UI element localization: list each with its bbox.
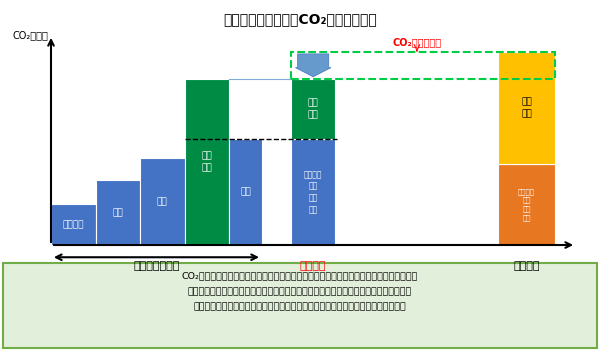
Bar <box>498 164 555 245</box>
Text: の視点より、製品のライフサイクル全体を俯瞰した全体最適の視点が重要である。: の視点より、製品のライフサイクル全体を俯瞰した全体最適の視点が重要である。 <box>194 303 406 312</box>
Bar <box>291 139 335 245</box>
Bar <box>95 180 140 245</box>
Bar <box>140 158 185 245</box>
Bar <box>185 78 229 245</box>
Bar <box>498 52 555 164</box>
Text: 廃棄: 廃棄 <box>240 188 251 197</box>
Text: 使用
消費: 使用 消費 <box>308 99 319 119</box>
Text: 原料採取
製造
物流
廃棄: 原料採取 製造 物流 廃棄 <box>518 188 535 220</box>
Bar <box>291 52 555 78</box>
Text: 製造: 製造 <box>112 208 123 217</box>
Text: 原料採取
製造
物流
廃棄: 原料採取 製造 物流 廃棄 <box>304 170 322 215</box>
Bar <box>229 139 262 245</box>
Text: ライフサイクル: ライフサイクル <box>133 261 179 272</box>
Bar <box>291 78 335 139</box>
Text: 比較製品: 比較製品 <box>513 261 540 272</box>
Text: 化学製品: 化学製品 <box>300 261 326 272</box>
Text: 原料採取: 原料採取 <box>62 220 84 229</box>
Text: CO₂は原料採取、製造、物流、使用、廃棄といった製品のライフサイクルで排出される。: CO₂は原料採取、製造、物流、使用、廃棄といった製品のライフサイクルで排出される… <box>182 271 418 280</box>
FancyArrow shape <box>295 54 331 77</box>
Text: 使用
消費: 使用 消費 <box>202 151 212 172</box>
Bar <box>51 204 95 245</box>
Text: CO₂削減貢献量: CO₂削減貢献量 <box>392 37 442 47</box>
Text: CO₂排出量: CO₂排出量 <box>12 30 48 40</box>
Text: 図表１　化学製品のCO₂削減への貢献: 図表１ 化学製品のCO₂削減への貢献 <box>223 12 377 26</box>
Text: 物流: 物流 <box>157 197 167 206</box>
Text: 使用
消費: 使用 消費 <box>521 98 532 118</box>
Text: 特に使用段階での排出は大きく、絶対量の削減については製造段階だけを見る部分最適: 特に使用段階での排出は大きく、絶対量の削減については製造段階だけを見る部分最適 <box>188 287 412 296</box>
FancyBboxPatch shape <box>3 262 597 348</box>
